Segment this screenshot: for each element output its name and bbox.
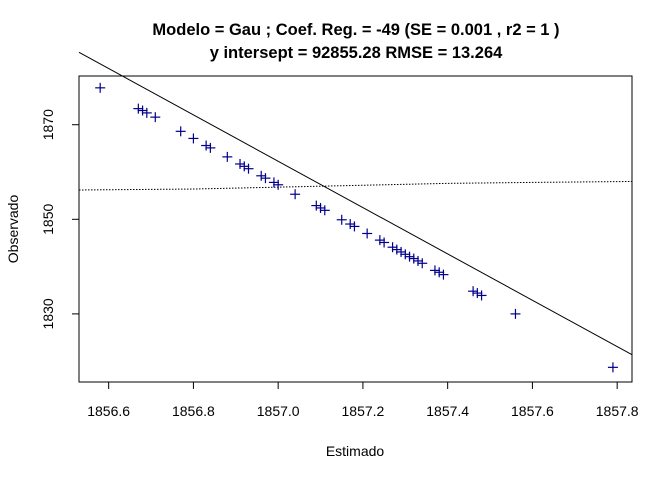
data-point bbox=[222, 151, 233, 162]
x-tick-label: 1857.4 bbox=[426, 403, 469, 419]
x-tick-label: 1857.0 bbox=[257, 403, 300, 419]
data-point bbox=[510, 308, 521, 319]
data-point bbox=[311, 200, 322, 211]
data-point bbox=[336, 214, 347, 225]
data-point bbox=[387, 242, 398, 253]
chart-title-line1: Modelo = Gau ; Coef. Reg. = -49 (SE = 0.… bbox=[152, 21, 559, 39]
data-point bbox=[438, 269, 449, 280]
data-point bbox=[607, 362, 618, 373]
x-tick-label: 1857.2 bbox=[342, 403, 385, 419]
data-point bbox=[374, 235, 385, 246]
lines-layer bbox=[78, 51, 633, 356]
data-point bbox=[137, 105, 148, 116]
chart-title-line2: y intersept = 92855.28 RMSE = 13.264 bbox=[210, 44, 503, 62]
x-tick-label: 1857.8 bbox=[596, 403, 639, 419]
data-point bbox=[476, 290, 487, 301]
x-axis: 1856.6 1856.8 1857.0 1857.2 1857.4 1857.6 1857… bbox=[87, 381, 639, 419]
data-point bbox=[400, 249, 411, 260]
data-point bbox=[349, 221, 360, 232]
data-point bbox=[434, 267, 445, 278]
data-point bbox=[468, 286, 479, 297]
data-point bbox=[429, 265, 440, 276]
data-point bbox=[396, 246, 407, 257]
data-point bbox=[417, 258, 428, 269]
data-point bbox=[150, 112, 161, 123]
data-point bbox=[362, 228, 373, 239]
data-point bbox=[315, 202, 326, 213]
data-point bbox=[391, 244, 402, 255]
x-tick-label: 1856.8 bbox=[172, 403, 215, 419]
data-point bbox=[256, 170, 267, 181]
data-point bbox=[201, 140, 212, 151]
data-point bbox=[472, 288, 483, 299]
data-point bbox=[188, 133, 199, 144]
y-tick-label: 1850 bbox=[40, 204, 56, 235]
plot-frame bbox=[78, 75, 633, 383]
data-point bbox=[345, 219, 356, 230]
data-point bbox=[95, 82, 106, 93]
data-point bbox=[141, 107, 152, 118]
data-point bbox=[133, 103, 144, 114]
smooth-line bbox=[78, 180, 633, 191]
y-tick-label: 1830 bbox=[40, 298, 56, 329]
data-point bbox=[404, 251, 415, 262]
data-point bbox=[239, 161, 250, 172]
x-tick-label: 1857.6 bbox=[511, 403, 554, 419]
data-point bbox=[260, 173, 271, 184]
data-point bbox=[379, 237, 390, 248]
points-layer bbox=[95, 82, 618, 373]
y-axis: 1830 1850 1870 bbox=[40, 109, 80, 329]
data-point bbox=[205, 142, 216, 153]
data-point bbox=[175, 126, 186, 137]
data-point bbox=[273, 179, 284, 190]
data-point bbox=[413, 255, 424, 266]
data-point bbox=[290, 189, 301, 200]
fit-line bbox=[78, 51, 633, 356]
data-point bbox=[243, 163, 254, 174]
data-point bbox=[319, 205, 330, 216]
y-axis-label: Observado bbox=[5, 195, 21, 264]
x-tick-label: 1856.6 bbox=[87, 403, 130, 419]
x-axis-label: Estimado bbox=[326, 443, 385, 459]
data-point bbox=[235, 158, 246, 169]
data-point bbox=[268, 177, 279, 188]
y-tick-label: 1870 bbox=[40, 109, 56, 140]
data-point bbox=[408, 253, 419, 264]
